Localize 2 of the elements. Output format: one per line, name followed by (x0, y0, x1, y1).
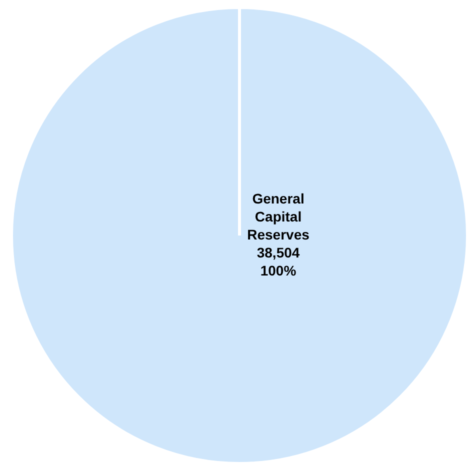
slice-label: General Capital Reserves (247, 190, 310, 242)
data-label: 38,504 100% (256, 244, 300, 278)
